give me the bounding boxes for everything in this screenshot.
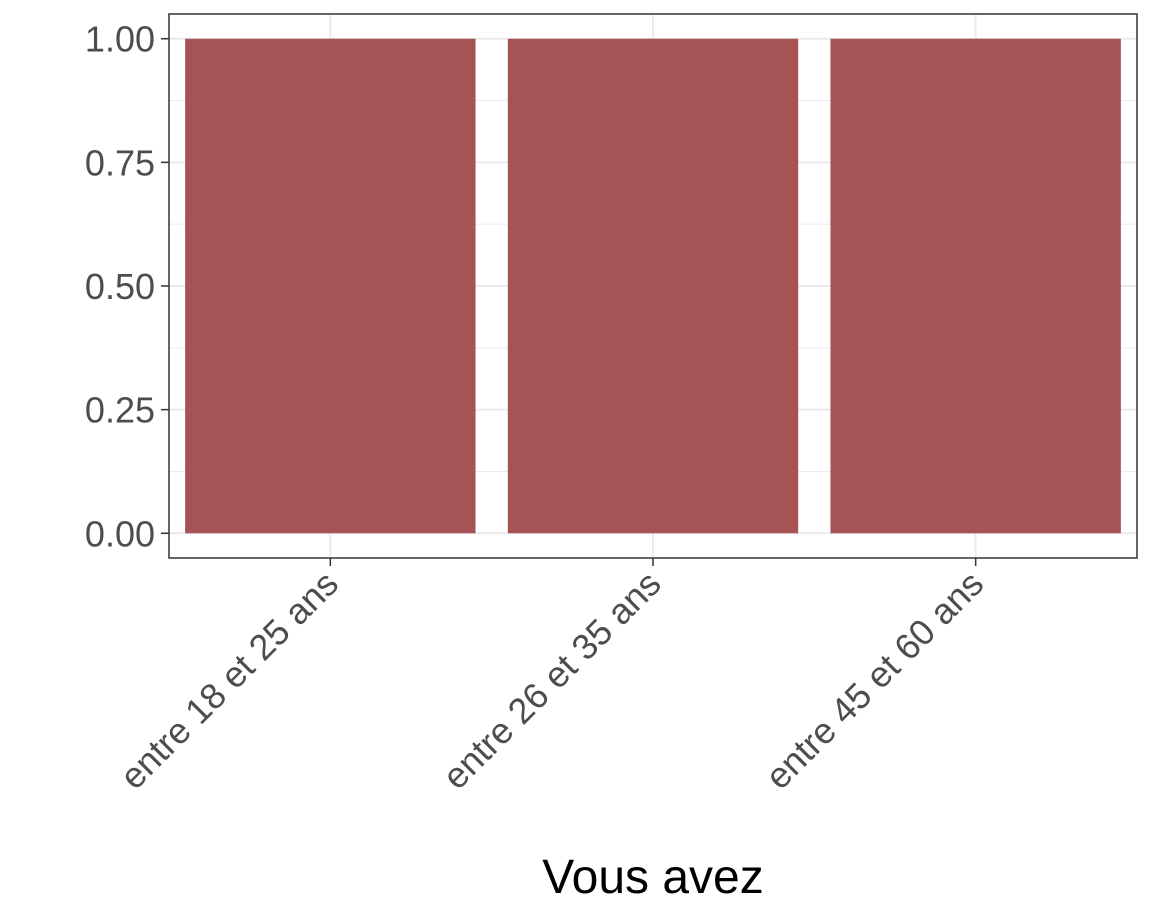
x-tick-label: entre 45 et 60 ans [757,563,991,797]
bars [185,38,1121,534]
x-axis-title: Vous avez [542,851,763,904]
x-axis: entre 18 et 25 ans entre 26 et 35 ans entr… [112,558,991,797]
bar [507,38,799,534]
bar [830,38,1121,534]
y-tick-label: 0.25 [85,390,155,431]
bar [185,38,476,534]
y-axis: 0.00 0.25 0.50 0.75 1.00 [85,19,169,554]
y-tick-label: 0.50 [85,266,155,307]
y-tick-label: 0.75 [85,142,155,183]
x-tick-label: entre 26 et 35 ans [434,563,668,797]
y-tick-label: 0.00 [85,513,155,554]
y-tick-label: 1.00 [85,19,155,60]
x-tick-label: entre 18 et 25 ans [112,563,346,797]
